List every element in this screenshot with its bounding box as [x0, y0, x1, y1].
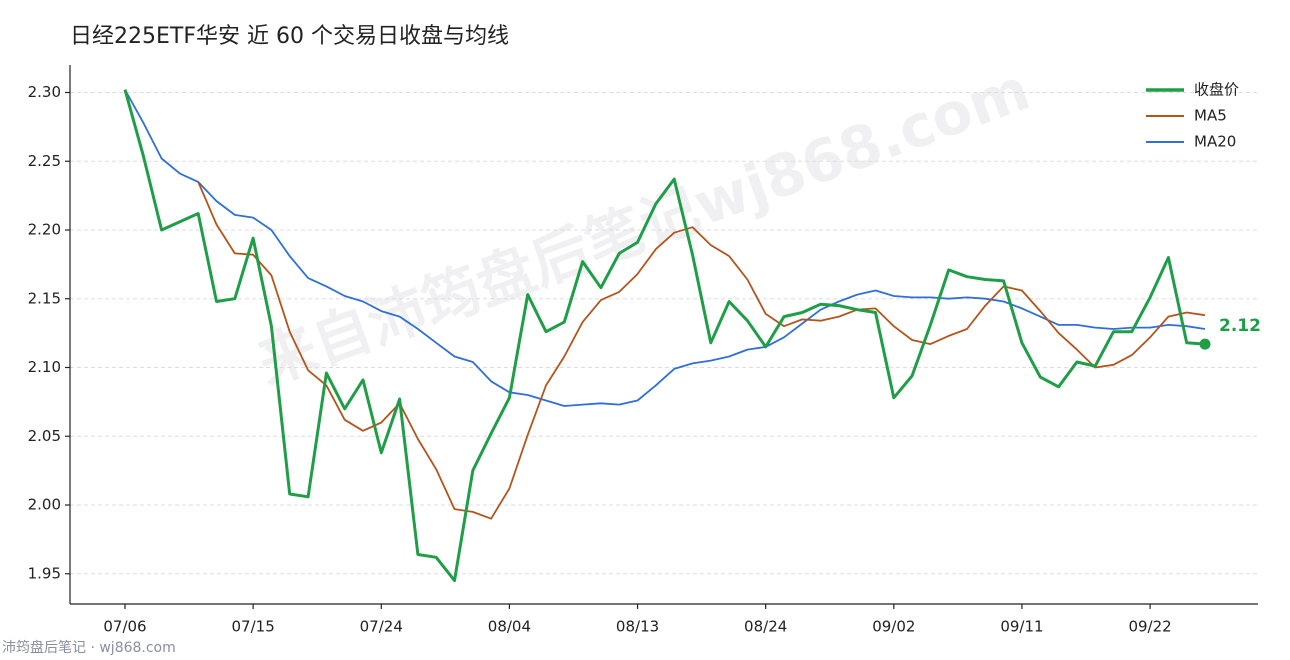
chart-title: 日经225ETF华安 近 60 个交易日收盘与均线: [70, 24, 509, 49]
series-line: [123, 89, 1206, 583]
x-tick-label: 07/24: [360, 618, 403, 636]
y-tick-label: 2.15: [28, 289, 61, 307]
x-tick-label: 09/11: [1000, 618, 1043, 636]
legend-label: 收盘价: [1194, 81, 1239, 99]
y-tick-label: 1.95: [28, 564, 61, 582]
y-tick-label: 2.20: [28, 221, 61, 239]
y-tick-label: 2.00: [28, 496, 61, 514]
end-point: [1199, 338, 1211, 350]
x-tick-label: 07/06: [103, 618, 146, 636]
x-tick-label: 08/13: [616, 618, 659, 636]
x-tick-label: 07/15: [232, 618, 275, 636]
x-tick-label: 09/02: [872, 618, 915, 636]
y-tick-label: 2.25: [28, 152, 61, 170]
y-tick-label: 2.10: [28, 358, 61, 376]
end-label: 2.12: [1219, 316, 1261, 336]
series-line: [197, 181, 1206, 520]
y-tick-label: 2.05: [28, 427, 61, 445]
x-tick-label: 08/24: [744, 618, 787, 636]
footer: 沛筠盘后笔记 · wj868.com: [2, 639, 176, 656]
series-line: [124, 89, 1206, 407]
legend-label: MA5: [1194, 107, 1227, 125]
x-tick-label: 09/22: [1128, 618, 1171, 636]
legend-label: MA20: [1194, 133, 1236, 151]
x-tick-label: 08/04: [488, 618, 531, 636]
y-tick-label: 2.30: [28, 83, 61, 101]
